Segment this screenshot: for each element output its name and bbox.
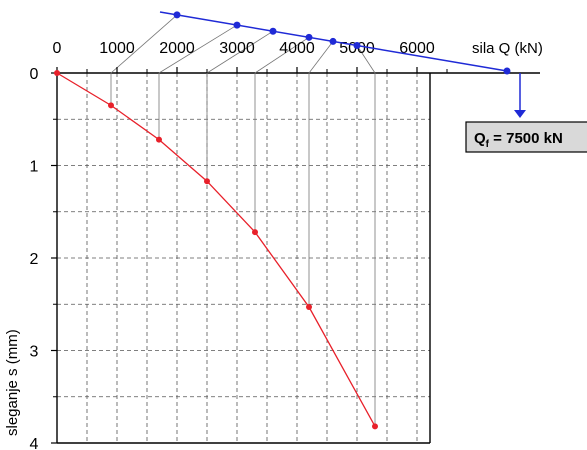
ultimate-load-annotation: Qf = 7500 kN (465, 73, 587, 153)
settlement-point (156, 136, 162, 143)
extrapolation-point (353, 41, 361, 49)
x-axis-ticks: 0100020003000400050006000 (53, 40, 448, 73)
qf-label-rest: = 7500 kN (489, 130, 563, 147)
construction-diagonal (206, 30, 274, 74)
x-tick-label: 4000 (279, 40, 315, 57)
settlement-point (204, 178, 210, 185)
y-tick-label: 4 (30, 436, 39, 450)
qf-label: Qf = 7500 kN (474, 130, 563, 150)
construction-lines (110, 14, 376, 427)
qf-label-sub: f (486, 139, 490, 150)
y-axis-ticks: 0 1 2 3 4 (30, 66, 57, 450)
x-tick-label: 3000 (219, 40, 255, 57)
x-tick-label: 1000 (99, 40, 135, 57)
y-axis-title: sleganje s (mm) (4, 329, 21, 436)
extrapolation-point (269, 27, 277, 35)
extrapolation-point (329, 37, 337, 45)
y-tick-label: 0 (30, 66, 39, 83)
qf-arrow-head (514, 110, 526, 118)
construction-diagonal (356, 45, 376, 74)
extrapolation-point (503, 67, 511, 75)
grid (57, 73, 430, 443)
y-tick-label: 3 (30, 344, 39, 361)
x-tick-label: 0 (53, 40, 62, 57)
extrapolation-series (159, 11, 511, 75)
settlement-point (108, 102, 114, 109)
extrapolation-point (173, 11, 181, 19)
y-tick-label: 2 (30, 251, 39, 268)
extrapolation-point (233, 21, 241, 29)
settlement-point (54, 70, 60, 76)
settlement-series (54, 70, 378, 430)
x-tick-label: 6000 (399, 40, 435, 57)
construction-diagonal (110, 14, 178, 74)
qf-label-box (465, 121, 587, 153)
x-tick-label: 2000 (159, 40, 195, 57)
construction-diagonal (158, 24, 238, 74)
construction-diagonal (308, 41, 334, 74)
extrapolation-point (305, 33, 313, 41)
construction-diagonal (254, 37, 310, 74)
settlement-point (252, 229, 258, 236)
x-axis-title: sila Q (kN) (472, 40, 543, 57)
y-tick-label: 1 (30, 159, 39, 176)
qf-label-main: Q (474, 130, 486, 147)
settlement-point (372, 423, 378, 430)
settlement-point (306, 304, 312, 311)
